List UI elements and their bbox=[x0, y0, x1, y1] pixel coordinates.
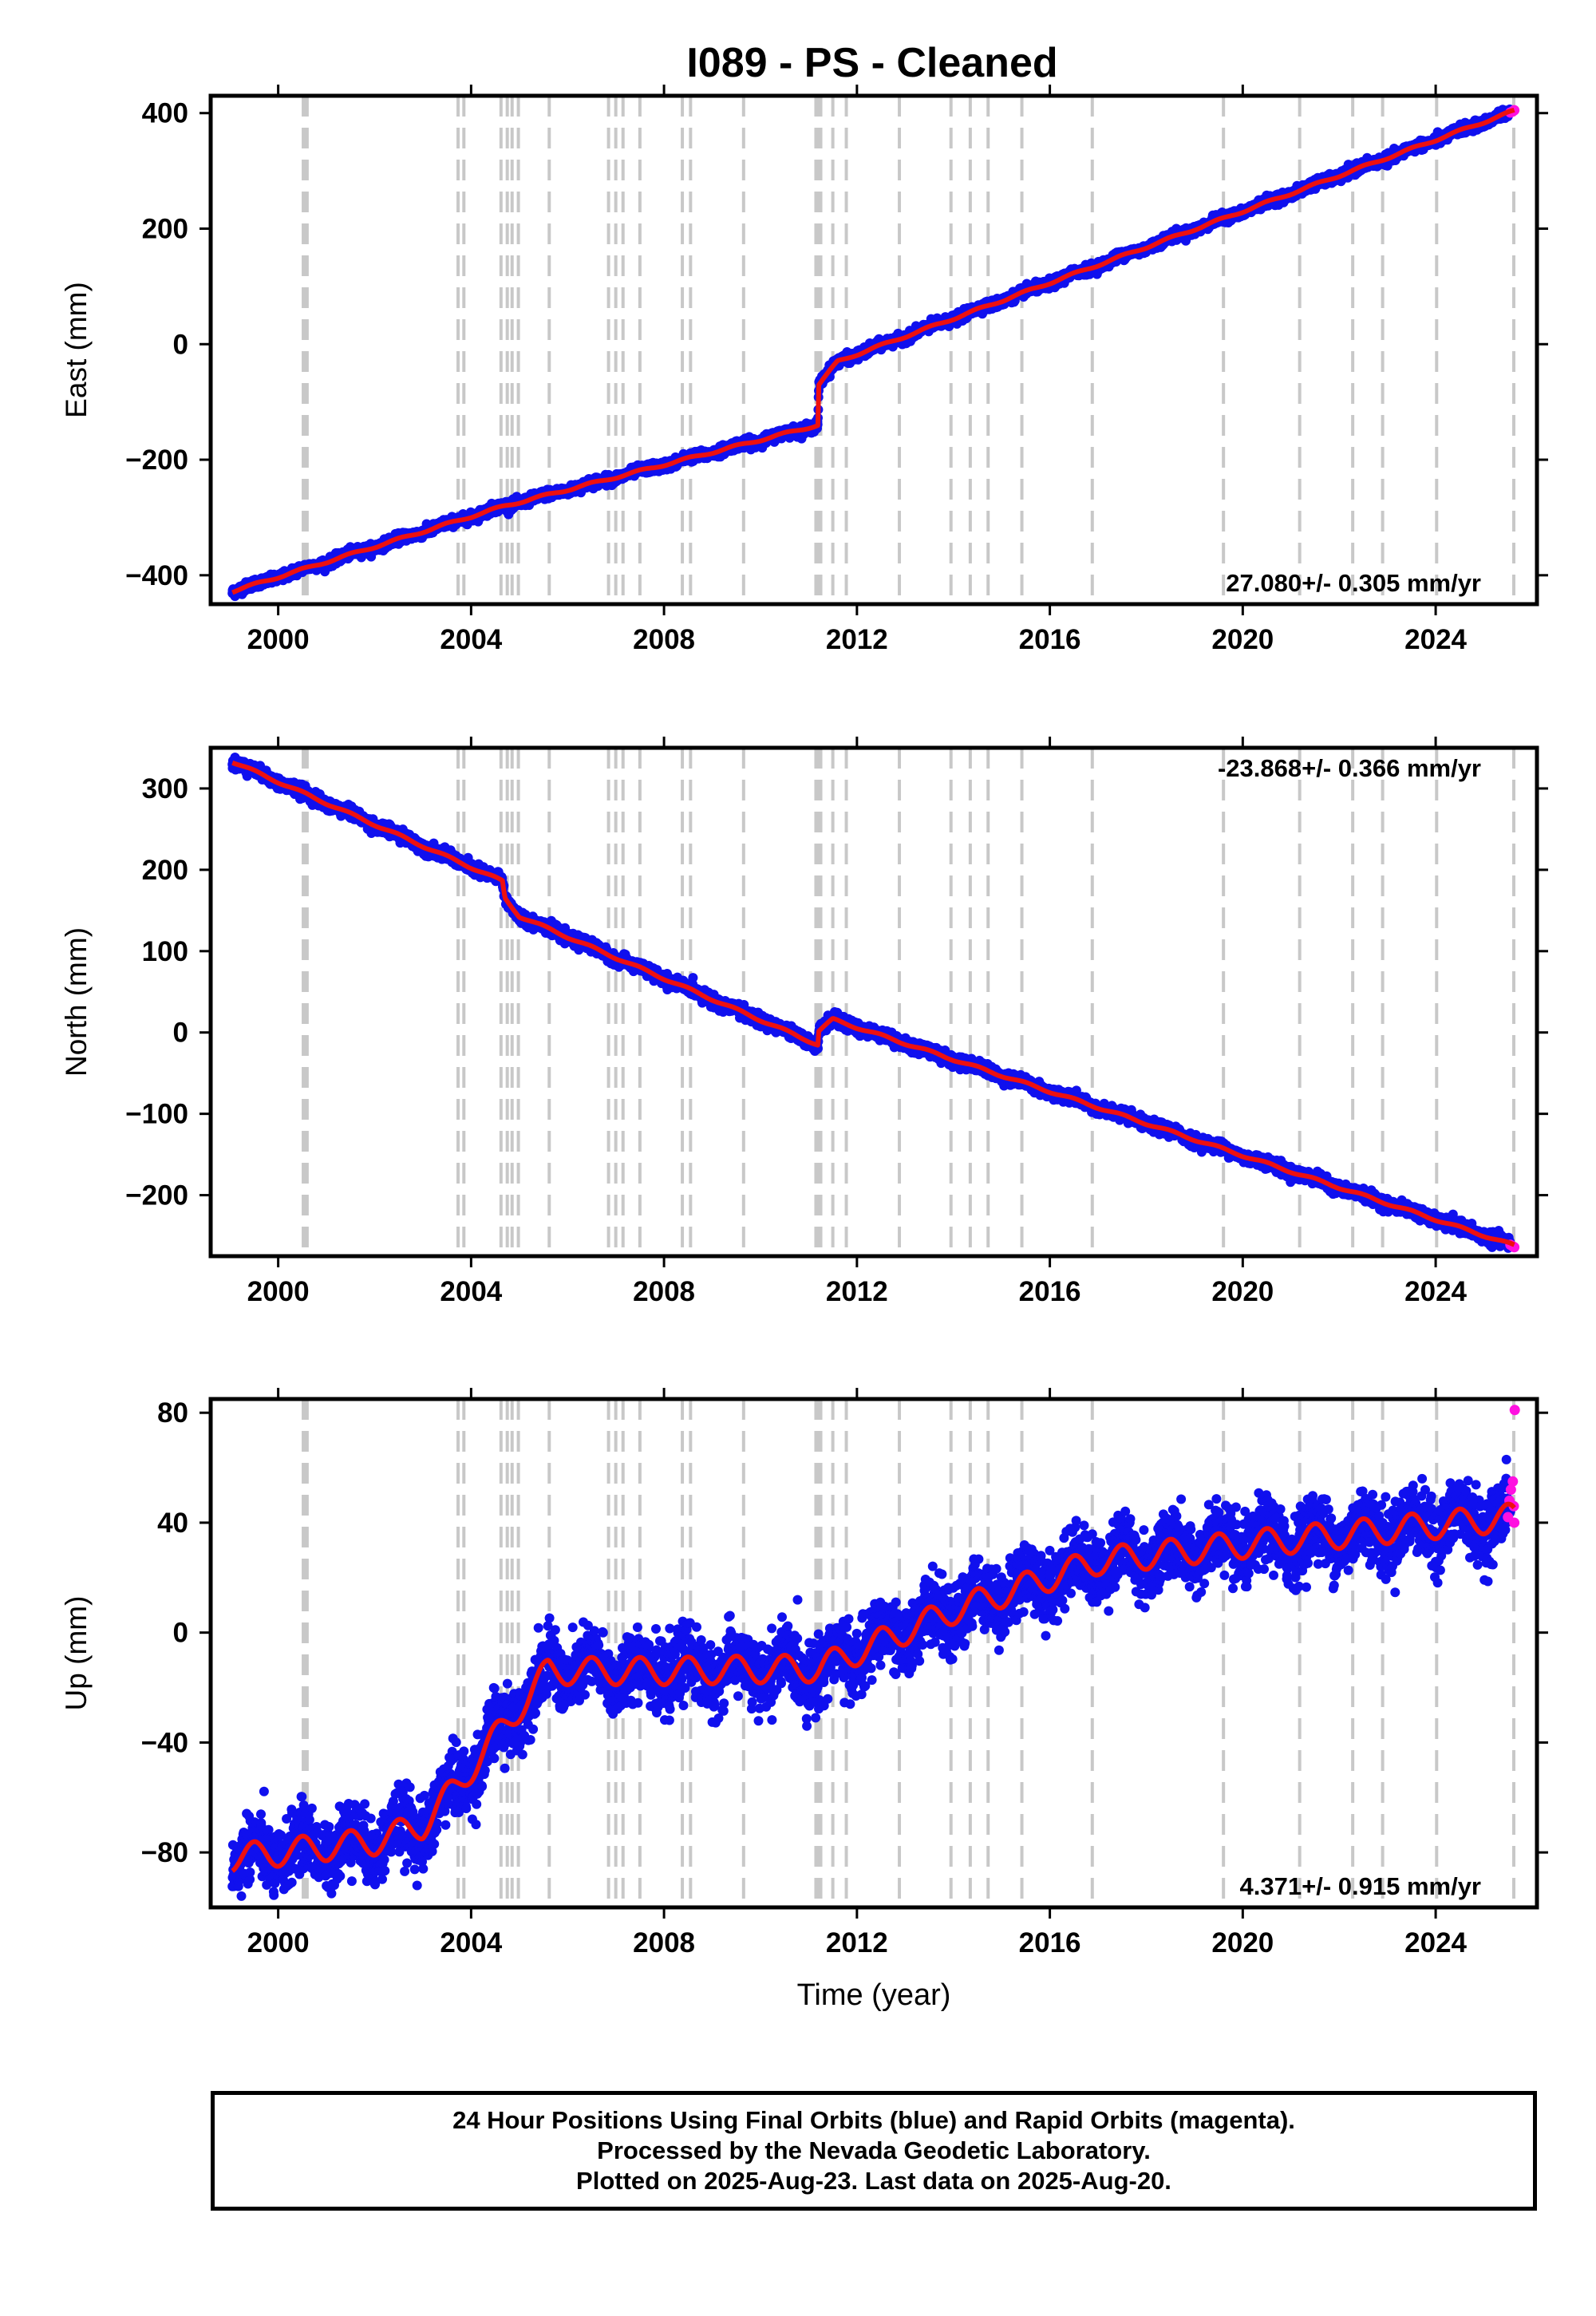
east-ytick-label: −200 bbox=[125, 445, 188, 476]
east-xtick-label: 2020 bbox=[1211, 624, 1274, 655]
east-plot-area bbox=[227, 96, 1520, 604]
east-xtick-label: 2004 bbox=[440, 624, 502, 655]
east-xtick-label: 2024 bbox=[1404, 624, 1467, 655]
east-ytick-label: 400 bbox=[142, 98, 188, 129]
north-plot-area bbox=[227, 748, 1520, 1256]
east-ytick-label: 0 bbox=[173, 329, 188, 360]
east-ytick-label: −400 bbox=[125, 560, 188, 591]
east-ylabel: East (mm) bbox=[60, 282, 93, 418]
east-rate-label: 27.080+/- 0.305 mm/yr bbox=[1226, 569, 1481, 597]
figure-title: I089 - PS - Cleaned bbox=[686, 40, 1057, 86]
east-xtick-label: 2012 bbox=[826, 624, 888, 655]
north-panel: 2000 2004 2008 2012 2016 2020 2024−200−1000100… bbox=[60, 737, 1548, 1307]
east-xtick-label: 2000 bbox=[247, 624, 310, 655]
east-panel: 2000 2004 2008 2012 2016 2020 2024 −400 −200 0 200… bbox=[60, 85, 1548, 655]
east-ytick-label: 200 bbox=[142, 213, 188, 244]
east-xtick-label: 2008 bbox=[633, 624, 695, 655]
east-xtick-label: 2016 bbox=[1019, 624, 1081, 655]
north-final-orbit-points bbox=[227, 753, 1515, 1253]
